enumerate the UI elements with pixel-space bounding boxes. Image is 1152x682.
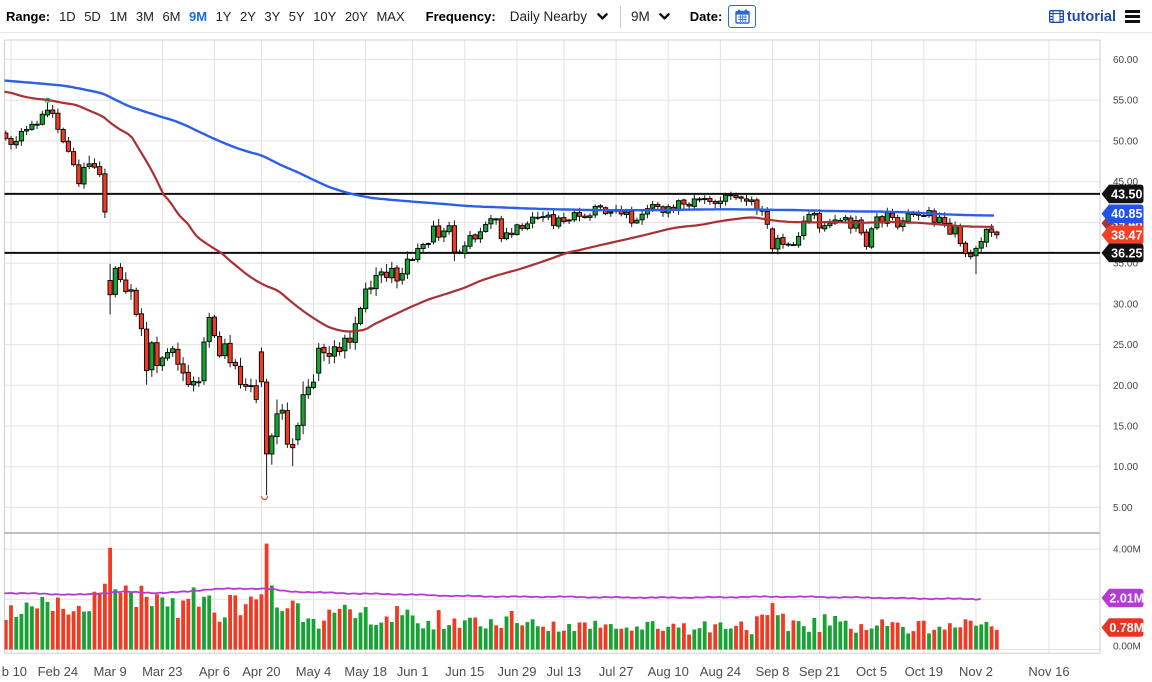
svg-text:Jun 29: Jun 29 <box>497 664 536 679</box>
svg-text:Oct 19: Oct 19 <box>905 664 943 679</box>
svg-text:60.00: 60.00 <box>1113 55 1138 66</box>
svg-text:40.85: 40.85 <box>1111 207 1142 221</box>
svg-text:0.00M: 0.00M <box>1113 641 1141 652</box>
svg-text:4.00M: 4.00M <box>1113 545 1141 556</box>
svg-text:15.00: 15.00 <box>1113 422 1138 433</box>
svg-text:Sep 21: Sep 21 <box>799 664 840 679</box>
svg-text:Nov 2: Nov 2 <box>959 664 993 679</box>
svg-text:Aug 24: Aug 24 <box>700 664 741 679</box>
svg-text:55.00: 55.00 <box>1113 96 1138 107</box>
svg-text:Nov 16: Nov 16 <box>1028 664 1069 679</box>
svg-text:b 10: b 10 <box>2 664 27 679</box>
svg-text:43.50: 43.50 <box>1111 187 1142 201</box>
svg-text:50.00: 50.00 <box>1113 136 1138 147</box>
svg-text:Jun 1: Jun 1 <box>397 664 429 679</box>
svg-text:20.00: 20.00 <box>1113 381 1138 392</box>
svg-text:2.01M: 2.01M <box>1109 591 1144 605</box>
svg-text:25.00: 25.00 <box>1113 340 1138 351</box>
svg-text:35.00: 35.00 <box>1113 259 1138 270</box>
svg-text:45.00: 45.00 <box>1113 177 1138 188</box>
svg-text:Sep 8: Sep 8 <box>756 664 790 679</box>
svg-text:36.25: 36.25 <box>1111 246 1142 260</box>
svg-text:5.00: 5.00 <box>1113 503 1133 514</box>
svg-text:38.47: 38.47 <box>1111 228 1142 242</box>
svg-text:May 18: May 18 <box>344 664 387 679</box>
svg-text:Apr 6: Apr 6 <box>199 664 230 679</box>
svg-text:Aug 10: Aug 10 <box>648 664 689 679</box>
svg-text:Mar 23: Mar 23 <box>142 664 182 679</box>
svg-text:Jul 13: Jul 13 <box>547 664 582 679</box>
svg-text:Feb 24: Feb 24 <box>38 664 78 679</box>
svg-text:30.00: 30.00 <box>1113 299 1138 310</box>
svg-text:0.78M: 0.78M <box>1109 621 1144 635</box>
svg-text:Apr 20: Apr 20 <box>242 664 280 679</box>
svg-text:Jun 15: Jun 15 <box>445 664 484 679</box>
svg-text:Mar 9: Mar 9 <box>93 664 126 679</box>
svg-text:Oct 5: Oct 5 <box>856 664 887 679</box>
svg-text:May 4: May 4 <box>296 664 331 679</box>
svg-text:Jul 27: Jul 27 <box>599 664 634 679</box>
svg-text:10.00: 10.00 <box>1113 462 1138 473</box>
